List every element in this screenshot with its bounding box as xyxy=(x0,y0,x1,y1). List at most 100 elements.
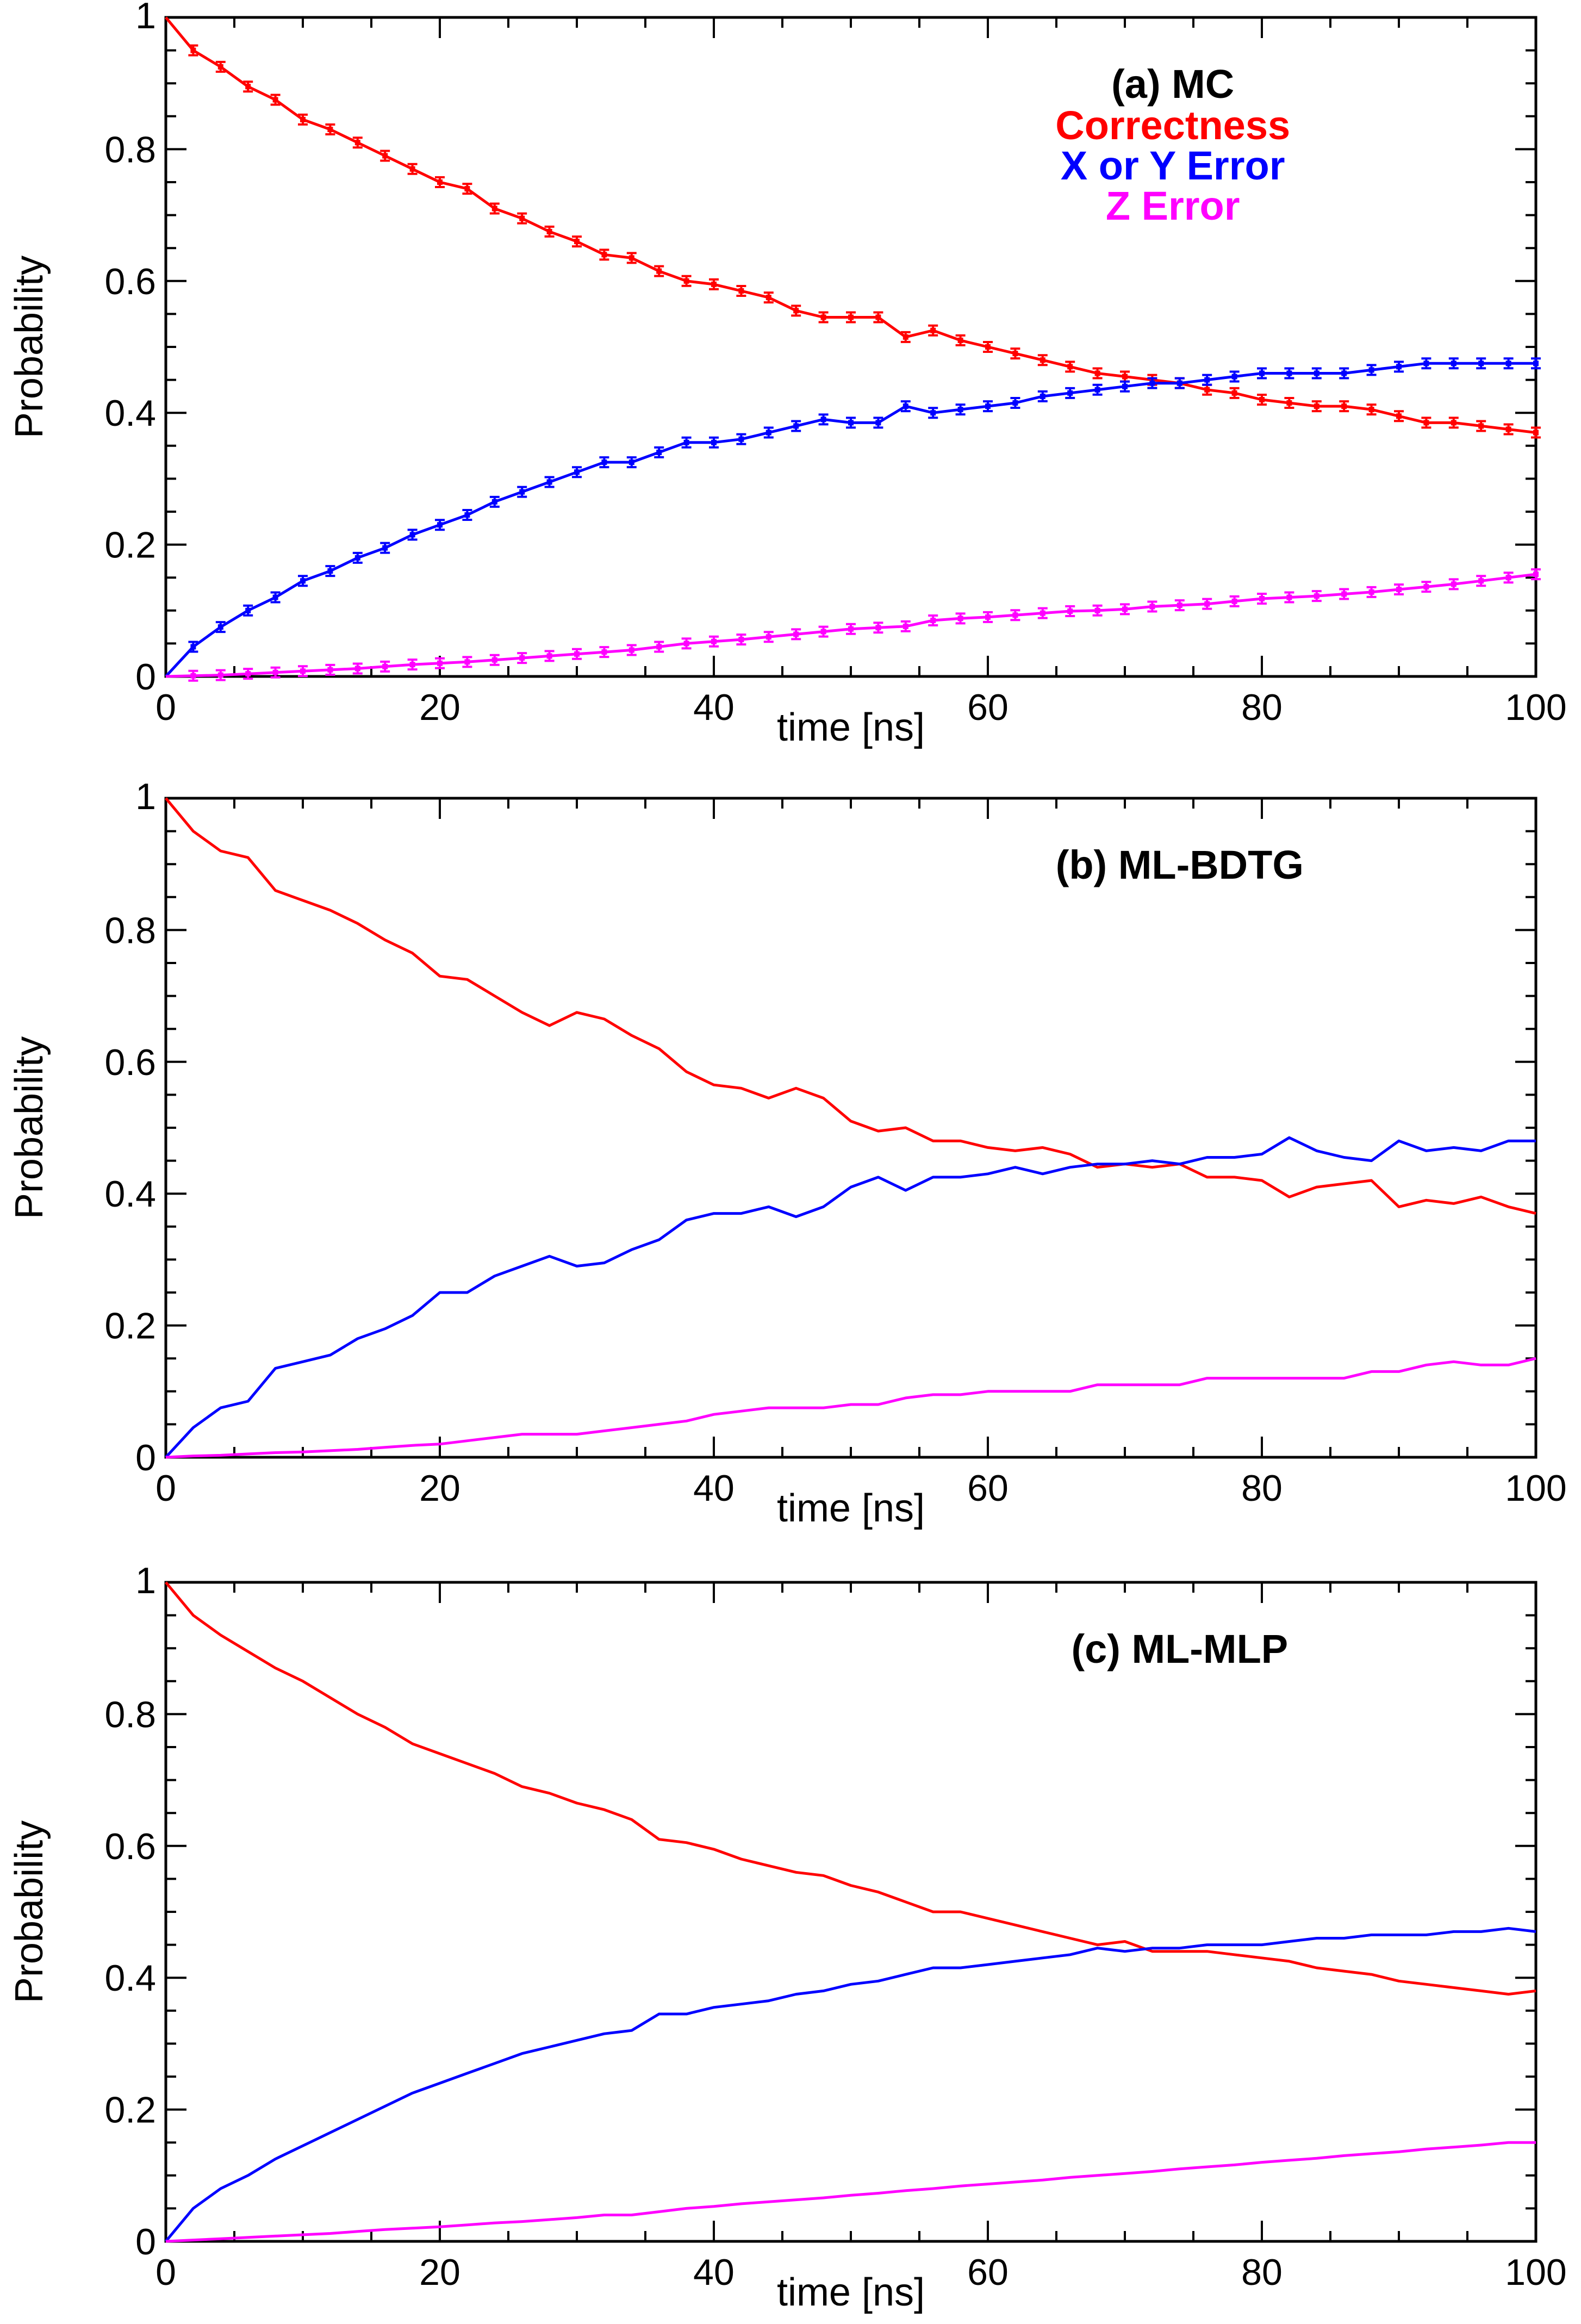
data-point xyxy=(354,555,360,561)
data-point xyxy=(1259,396,1265,402)
data-point xyxy=(793,423,799,429)
data-point xyxy=(957,616,963,622)
x-tick-label: 40 xyxy=(693,1468,735,1509)
data-point xyxy=(1341,403,1347,409)
data-point xyxy=(985,403,991,409)
data-point xyxy=(1505,575,1511,581)
y-tick-label: 0.8 xyxy=(104,129,156,170)
data-point xyxy=(820,629,826,635)
data-point xyxy=(1012,351,1018,357)
data-point xyxy=(1533,571,1539,577)
y-tick-label: 0.8 xyxy=(104,910,156,951)
data-point xyxy=(1478,423,1484,429)
data-point xyxy=(327,568,333,574)
data-point xyxy=(300,116,306,122)
data-point xyxy=(1451,581,1456,587)
plot-frame xyxy=(164,1581,1538,2243)
data-point xyxy=(683,641,689,647)
data-point xyxy=(1341,591,1347,597)
data-point xyxy=(464,186,470,192)
data-point xyxy=(491,657,497,663)
data-point xyxy=(437,179,443,185)
data-point xyxy=(409,532,415,538)
data-point xyxy=(1533,430,1539,436)
data-point xyxy=(930,327,936,333)
x-tick-label: 0 xyxy=(155,2252,176,2293)
y-axis-title: Probability xyxy=(8,1820,51,2003)
data-point xyxy=(1314,593,1319,599)
y-tick-label: 0.6 xyxy=(104,1042,156,1083)
data-point xyxy=(1040,357,1045,363)
data-point xyxy=(1396,364,1402,370)
data-point xyxy=(300,578,306,584)
data-point xyxy=(1396,587,1402,593)
data-point xyxy=(1231,374,1237,380)
x-tick-label: 20 xyxy=(419,687,460,728)
data-point xyxy=(519,489,525,495)
data-point xyxy=(1122,606,1128,612)
data-point xyxy=(1423,420,1429,426)
y-tick-label: 0.6 xyxy=(104,1826,156,1867)
data-point xyxy=(245,671,251,677)
data-point xyxy=(245,84,251,90)
series-line-correctness xyxy=(165,797,1536,1215)
data-point xyxy=(1067,364,1073,370)
data-point xyxy=(1286,400,1292,406)
data-point xyxy=(601,459,607,465)
data-point xyxy=(1122,383,1128,389)
data-point xyxy=(1122,374,1128,380)
data-point xyxy=(1314,403,1319,409)
x-tick-label: 100 xyxy=(1505,687,1566,728)
legend-correctness: Correctness xyxy=(1055,103,1290,148)
series-line-z-error xyxy=(165,2141,1536,2243)
x-axis-title: time [ns] xyxy=(777,1487,925,1530)
data-point xyxy=(656,644,662,650)
data-point xyxy=(1094,607,1100,613)
data-point xyxy=(1368,407,1374,413)
x-tick-label: 60 xyxy=(967,2252,1009,2293)
data-point xyxy=(1533,361,1539,366)
data-point xyxy=(848,420,854,426)
data-point xyxy=(1149,604,1155,610)
data-point xyxy=(985,344,991,350)
data-point xyxy=(1505,426,1511,432)
data-point xyxy=(437,522,443,528)
data-point xyxy=(491,499,497,505)
x-tick-label: 60 xyxy=(967,1468,1009,1509)
data-point xyxy=(1341,370,1347,376)
y-tick-label: 0.4 xyxy=(104,1958,156,1999)
y-tick-label: 0.4 xyxy=(104,1173,156,1215)
data-point xyxy=(354,140,360,146)
data-point xyxy=(1368,589,1374,595)
x-tick-label: 80 xyxy=(1241,687,1283,728)
data-point xyxy=(1451,420,1456,426)
data-point xyxy=(1040,610,1045,616)
data-point xyxy=(820,314,826,320)
y-tick-label: 0.8 xyxy=(104,1694,156,1735)
panel-title: (b) ML-BDTG xyxy=(1056,842,1304,887)
data-point xyxy=(300,668,306,674)
data-point xyxy=(1396,413,1402,419)
series-line-xy-error xyxy=(165,1927,1536,2242)
series-line-correctness xyxy=(165,1581,1536,1996)
data-point xyxy=(1067,390,1073,396)
data-point xyxy=(1505,361,1511,366)
data-point xyxy=(1094,387,1100,393)
data-point xyxy=(957,407,963,413)
plot-frame xyxy=(164,16,1538,678)
data-point xyxy=(1204,387,1210,393)
legend-z-error: Z Error xyxy=(1106,183,1240,228)
data-point xyxy=(738,436,744,442)
data-point xyxy=(1259,370,1265,376)
data-point xyxy=(628,459,634,465)
data-point xyxy=(683,439,689,445)
y-tick-label: 1 xyxy=(135,1560,156,1601)
data-point xyxy=(1259,595,1265,601)
data-point xyxy=(875,420,881,426)
x-tick-label: 40 xyxy=(693,687,735,728)
data-point xyxy=(738,637,744,643)
data-point xyxy=(656,268,662,274)
panel-c-ml-mlp: 0 20 40 60 80 100 0 0.2 0.4 0.6 0.8 1 time [ns] Proba… xyxy=(8,1560,1567,2314)
data-point xyxy=(1177,602,1182,608)
data-point xyxy=(628,647,634,653)
